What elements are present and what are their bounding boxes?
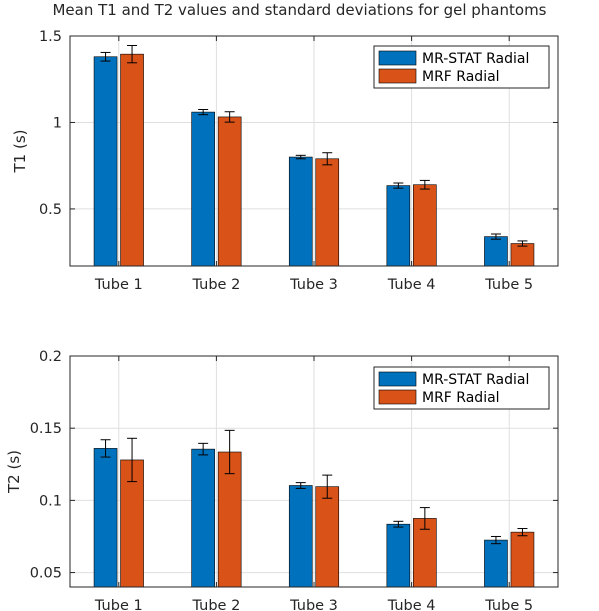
y-tick-label: 0.15 [30, 421, 62, 437]
legend-swatch [378, 371, 417, 387]
x-tick-label: Tube 3 [289, 277, 338, 293]
y-axis-label: T1 (s) [11, 130, 29, 174]
bar-mr-stat-radial-tube-2 [191, 448, 215, 588]
bar-mrf-radial-tube-4 [413, 184, 437, 267]
legend-label: MR-STAT Radial [422, 51, 529, 67]
x-tick-label: Tube 5 [484, 277, 533, 293]
legend-swatch [378, 50, 417, 66]
x-tick-label: Tube 3 [289, 598, 338, 611]
bar-mr-stat-radial-tube-3 [288, 156, 313, 267]
bar-mr-stat-radial-tube-3 [288, 485, 313, 588]
bar-mr-stat-radial-tube-4 [386, 185, 411, 267]
legend: MR-STAT Radial MRF Radial [373, 366, 550, 410]
x-tick-label: Tube 1 [94, 598, 143, 611]
bar-mr-stat-radial-tube-5 [484, 236, 508, 267]
y-tick-label: 1.5 [39, 29, 62, 45]
bar-mrf-radial-tube-5 [510, 531, 535, 588]
bar-mrf-radial-tube-3 [315, 158, 340, 267]
y-axis-label: T2 (s) [5, 450, 23, 494]
x-tick-label: Tube 5 [484, 598, 533, 611]
panel-2: Tube 1 Tube 2 Tube 3 Tube 4 Tube 5 0.05 0.1 0.1… [5, 349, 559, 611]
chart-title: Mean T1 and T2 values and standard devia… [52, 1, 547, 19]
bar-mr-stat-radial-tube-5 [484, 539, 508, 588]
y-tick-label: 0.1 [39, 493, 62, 509]
bar-mrf-radial-tube-1 [120, 53, 144, 267]
legend: MR-STAT Radial MRF Radial [373, 45, 550, 89]
legend-label: MRF Radial [422, 69, 500, 85]
bar-mr-stat-radial-tube-1 [93, 56, 118, 267]
bar-mrf-radial-tube-5 [510, 243, 535, 267]
x-tick-label: Tube 1 [94, 277, 143, 293]
y-tick-label: 0.5 [39, 202, 62, 218]
legend-swatch [378, 68, 417, 84]
bar-mr-stat-radial-tube-4 [386, 523, 411, 588]
y-tick-label: 0.05 [30, 566, 62, 582]
panel-1: Tube 1 Tube 2 Tube 3 Tube 4 Tube 5 0.5 1 1.5 T1 … [11, 29, 559, 293]
bar-mrf-radial-tube-3 [315, 486, 340, 588]
bar-mr-stat-radial-tube-2 [191, 111, 215, 267]
x-tick-label: Tube 4 [387, 277, 436, 293]
x-tick-label: Tube 2 [191, 598, 240, 611]
x-tick-label: Tube 4 [387, 598, 436, 611]
legend-swatch [378, 389, 417, 405]
y-tick-label: 1 [53, 115, 62, 131]
y-tick-label: 0.2 [39, 349, 62, 365]
legend-label: MR-STAT Radial [422, 372, 529, 388]
bar-mr-stat-radial-tube-1 [93, 448, 118, 588]
legend-label: MRF Radial [422, 390, 500, 406]
x-tick-label: Tube 2 [191, 277, 240, 293]
bar-mrf-radial-tube-2 [217, 116, 242, 267]
